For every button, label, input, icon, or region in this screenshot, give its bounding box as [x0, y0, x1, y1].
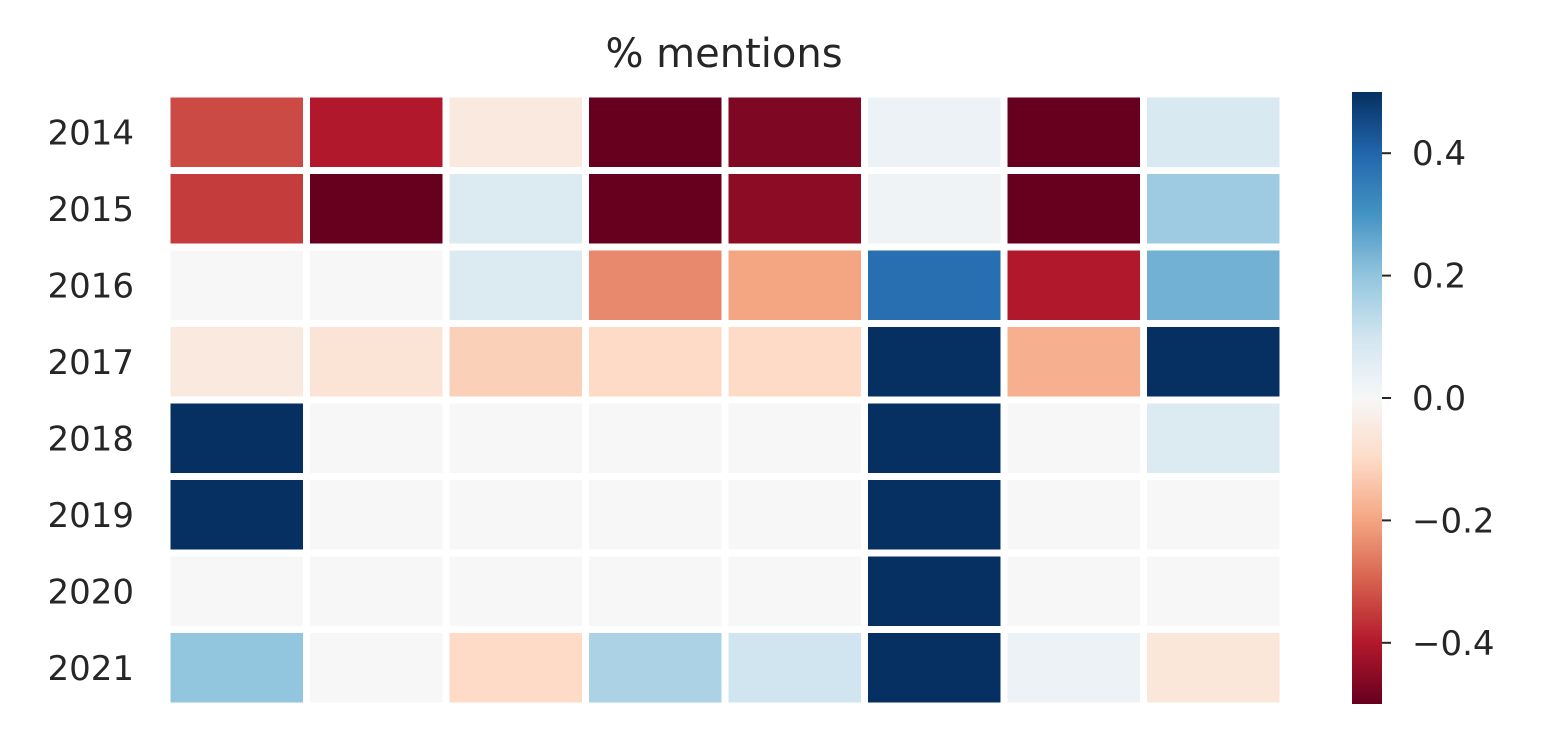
heatmap-cells: [170, 97, 1280, 703]
heatmap-cell: [310, 480, 443, 550]
heatmap-cell: [1147, 556, 1280, 626]
heatmap-cell: [728, 174, 861, 244]
heatmap-cell: [310, 556, 443, 626]
heatmap-cell: [728, 480, 861, 550]
row-label: 2015: [47, 190, 134, 230]
heatmap-cell: [170, 403, 303, 473]
heatmap-cell: [589, 97, 722, 167]
heatmap-cell: [1147, 633, 1280, 703]
heatmap-cell: [170, 633, 303, 703]
heatmap-cell: [1147, 480, 1280, 550]
colorbar-tick-label: −0.4: [1412, 624, 1495, 664]
colorbar: 0.4 0.2 0.0 −0.2 −0.4: [1352, 92, 1495, 704]
heatmap-cell: [449, 97, 582, 167]
heatmap-cell: [1147, 403, 1280, 473]
heatmap-cell: [868, 327, 1001, 397]
heatmap-cell: [728, 633, 861, 703]
heatmap-cell: [868, 174, 1001, 244]
heatmap-cell: [868, 403, 1001, 473]
heatmap-cell: [728, 327, 861, 397]
heatmap-cell: [1007, 327, 1140, 397]
chart-title: % mentions: [605, 31, 842, 77]
colorbar-tick-label: 0.0: [1412, 379, 1466, 419]
heatmap-cell: [589, 327, 722, 397]
heatmap-cell: [449, 174, 582, 244]
heatmap-cell: [589, 403, 722, 473]
heatmap-cell: [1007, 480, 1140, 550]
heatmap-cell: [589, 250, 722, 320]
heatmap-cell: [1007, 633, 1140, 703]
heatmap-cell: [728, 403, 861, 473]
heatmap-cell: [1147, 97, 1280, 167]
heatmap-cell: [170, 250, 303, 320]
row-label: 2016: [47, 266, 134, 306]
heatmap-cell: [310, 403, 443, 473]
heatmap-cell: [310, 633, 443, 703]
colorbar-tick-label: −0.2: [1412, 501, 1495, 541]
heatmap-cell: [170, 174, 303, 244]
heatmap-cell: [1007, 403, 1140, 473]
heatmap-cell: [170, 480, 303, 550]
heatmap-cell: [728, 556, 861, 626]
heatmap-cell: [449, 250, 582, 320]
row-label: 2017: [47, 343, 134, 383]
heatmap-cell: [1007, 250, 1140, 320]
heatmap-cell: [868, 250, 1001, 320]
heatmap-cell: [1147, 327, 1280, 397]
heatmap-cell: [1147, 174, 1280, 244]
heatmap-cell: [868, 633, 1001, 703]
heatmap-cell: [449, 327, 582, 397]
heatmap-cell: [589, 480, 722, 550]
colorbar-tick-label: 0.4: [1412, 134, 1466, 174]
heatmap-cell: [868, 97, 1001, 167]
heatmap-cell: [1007, 174, 1140, 244]
heatmap-cell: [310, 327, 443, 397]
row-label: 2014: [47, 113, 134, 153]
heatmap-cell: [449, 556, 582, 626]
heatmap-cell: [1007, 556, 1140, 626]
colorbar-tick-label: 0.2: [1412, 257, 1466, 297]
heatmap-cell: [170, 97, 303, 167]
heatmap-cell: [449, 633, 582, 703]
heatmap-cell: [310, 174, 443, 244]
heatmap-cell: [728, 97, 861, 167]
row-labels: 2014 2015 2016 2017 2018 2019 2020 2021: [47, 113, 134, 689]
colorbar-gradient: [1352, 92, 1382, 704]
heatmap-cell: [1147, 250, 1280, 320]
heatmap-cell: [868, 480, 1001, 550]
heatmap-cell: [170, 327, 303, 397]
heatmap-cell: [728, 250, 861, 320]
heatmap-cell: [310, 250, 443, 320]
heatmap-cell: [589, 556, 722, 626]
row-label: 2019: [47, 496, 134, 536]
row-label: 2020: [47, 572, 134, 612]
heatmap-cell: [1007, 97, 1140, 167]
heatmap-cell: [310, 97, 443, 167]
row-label: 2021: [47, 649, 134, 689]
heatmap-cell: [868, 556, 1001, 626]
colorbar-ticks: 0.4 0.2 0.0 −0.2 −0.4: [1382, 134, 1495, 664]
heatmap-cell: [449, 480, 582, 550]
heatmap-cell: [589, 633, 722, 703]
heatmap-cell: [589, 174, 722, 244]
row-label: 2018: [47, 419, 134, 459]
heatmap-cell: [449, 403, 582, 473]
heatmap-cell: [170, 556, 303, 626]
